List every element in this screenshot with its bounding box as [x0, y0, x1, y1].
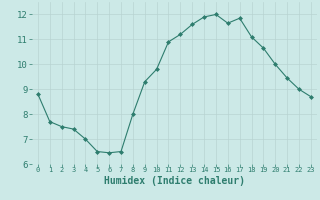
X-axis label: Humidex (Indice chaleur): Humidex (Indice chaleur) [104, 176, 245, 186]
